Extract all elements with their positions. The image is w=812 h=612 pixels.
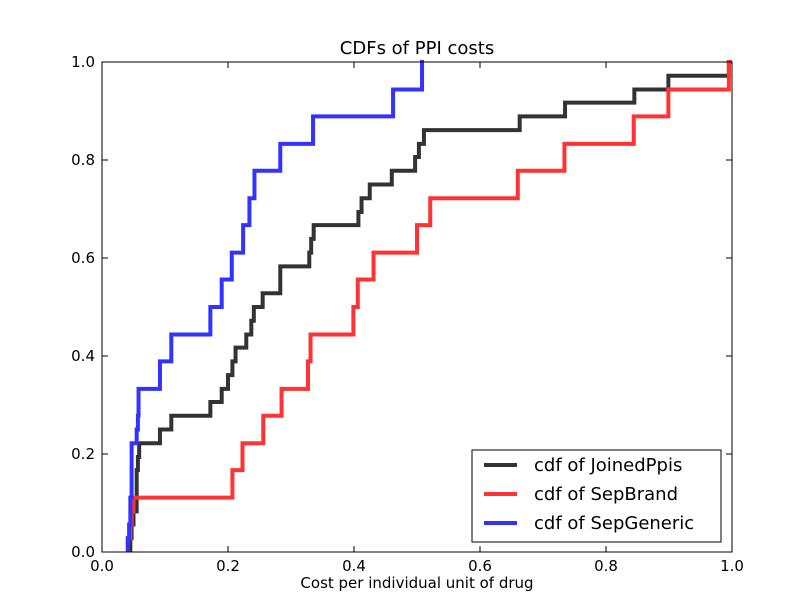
y-tick-label: 0.4 (71, 347, 95, 365)
y-tick-label: 0.8 (71, 151, 95, 169)
y-tick-label: 1.0 (71, 53, 95, 71)
tick-layer: 0.0 0.2 0.4 0.6 0.8 1.0 0.0 0.2 0.4 0.6 0.8 1.0 (71, 53, 744, 575)
x-tick-label: 0.4 (342, 557, 366, 575)
plot-frame (101, 61, 733, 553)
x-axis-label: Cost per individual unit of drug (300, 574, 533, 592)
x-tick-label: 1.0 (720, 557, 744, 575)
y-tick-label: 0.6 (71, 249, 95, 267)
legend-label-0: cdf of JoinedPpis (534, 455, 682, 476)
x-tick-label: 0.0 (90, 557, 114, 575)
legend-label-2: cdf of SepGeneric (534, 513, 694, 534)
x-tick-label: 0.2 (216, 557, 240, 575)
x-tick-label: 0.6 (468, 557, 492, 575)
series-line-1 (125, 60, 732, 552)
legend: cdf of JoinedPpis cdf of SepBrand cdf of S… (471, 449, 722, 543)
chart-title: CDFs of PPI costs (340, 38, 494, 59)
y-tick-label: 0.2 (71, 445, 95, 463)
series-layer (125, 60, 732, 552)
y-tick-label: 0.0 (71, 543, 95, 561)
series-line-0 (128, 60, 732, 552)
x-tick-label: 0.8 (594, 557, 618, 575)
legend-label-1: cdf of SepBrand (534, 484, 678, 505)
series-line-2 (125, 60, 425, 552)
